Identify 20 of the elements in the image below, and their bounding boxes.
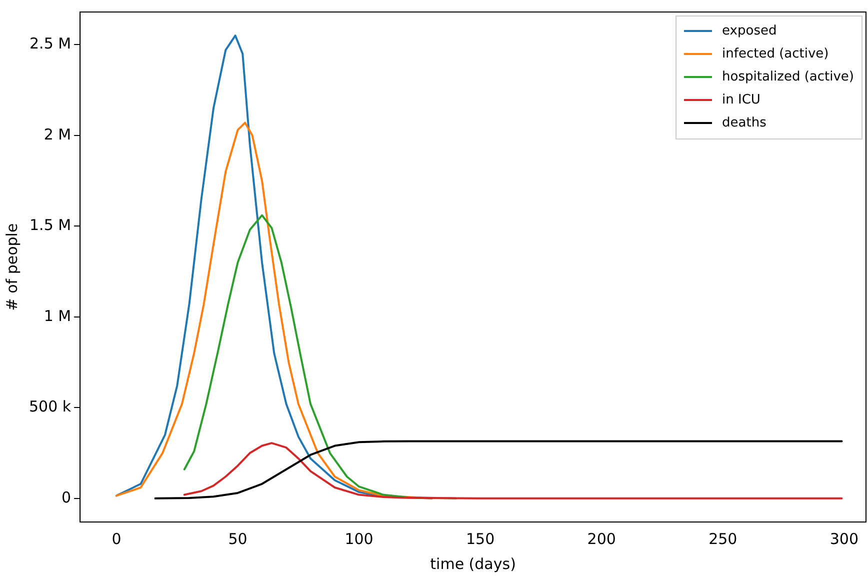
x-tick-label: 0 bbox=[112, 530, 122, 548]
y-tick-label: 2 M bbox=[44, 125, 72, 144]
x-tick-label: 200 bbox=[587, 530, 616, 548]
y-tick-label: 0 bbox=[62, 488, 72, 506]
x-axis-title: time (days) bbox=[430, 554, 516, 573]
x-tick-label: 150 bbox=[466, 530, 495, 548]
x-tick-label: 100 bbox=[344, 530, 374, 548]
y-tick-label: 1 M bbox=[44, 306, 72, 325]
y-tick-label: 2.5 M bbox=[30, 34, 72, 53]
y-axis-title: # of people bbox=[2, 223, 21, 311]
legend-label: in ICU bbox=[722, 92, 760, 108]
y-tick-label: 1.5 M bbox=[30, 216, 72, 234]
x-tick-label: 50 bbox=[228, 530, 248, 548]
x-tick-label: 250 bbox=[708, 530, 738, 548]
legend-label: exposed bbox=[722, 23, 777, 38]
legend-label: infected (active) bbox=[722, 46, 829, 62]
legend-label: hospitalized (active) bbox=[722, 69, 854, 84]
y-tick-label: 500 k bbox=[28, 398, 72, 416]
legend-label: deaths bbox=[722, 115, 767, 130]
x-tick-label: 300 bbox=[830, 530, 858, 548]
